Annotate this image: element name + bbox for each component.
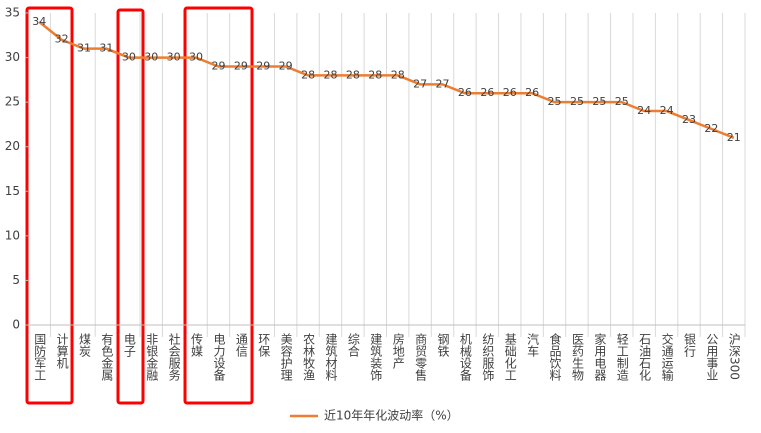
data-label: 26 (458, 86, 472, 99)
x-tick-label: 房地产 (391, 332, 405, 370)
x-tick-label: 计算机 (55, 333, 69, 369)
x-tick-label: 石油石化 (638, 333, 652, 382)
data-label: 25 (570, 95, 584, 108)
x-tick-label: 机械设备 (458, 333, 472, 382)
x-tick-label: 建筑装饰 (369, 333, 383, 381)
data-label: 29 (279, 59, 293, 72)
data-label: 32 (55, 33, 69, 46)
x-tick-label: 医药生物 (570, 333, 584, 381)
x-tick-label: 商贸零售 (414, 332, 428, 381)
data-label: 34 (32, 15, 46, 28)
data-label: 25 (592, 95, 606, 108)
x-tick-label: 社会服务 (167, 332, 181, 381)
data-label: 26 (525, 86, 539, 99)
x-tick-label: 有色金属 (100, 333, 114, 382)
data-label: 24 (637, 104, 651, 117)
data-label: 28 (323, 68, 337, 81)
x-tick-label: 食品饮料 (548, 332, 562, 381)
x-tick-label: 综合 (346, 333, 360, 357)
data-label: 25 (615, 95, 629, 108)
data-label: 22 (704, 122, 718, 135)
x-tick-label: 国防军工 (33, 333, 47, 381)
data-label: 27 (436, 77, 450, 90)
x-tick-label: 传媒 (190, 332, 204, 357)
x-tick-label: 家用电器 (593, 332, 607, 382)
data-label: 29 (234, 59, 248, 72)
data-label: 29 (256, 59, 270, 72)
y-tick-label: 30 (5, 50, 20, 64)
x-tick-label: 轻工制造 (615, 333, 629, 381)
x-tick-label: 农林牧渔 (302, 333, 316, 381)
x-tick-label: 纺织服饰 (481, 333, 495, 381)
data-label: 30 (122, 51, 136, 64)
data-label: 31 (99, 42, 113, 55)
x-tick-label: 银行 (682, 333, 696, 357)
y-tick-label: 20 (5, 139, 20, 153)
data-label: 28 (346, 68, 360, 81)
data-label: 27 (413, 77, 427, 90)
x-tick-label: 钢铁 (436, 333, 450, 357)
highlight-box (116, 8, 145, 405)
x-tick-label: 煤炭 (78, 333, 92, 358)
x-tick-label: 电子 (122, 333, 136, 357)
data-label: 28 (391, 68, 405, 81)
data-label: 30 (144, 51, 158, 64)
x-tick-label: 沪深300 (727, 333, 741, 380)
data-label: 26 (480, 86, 494, 99)
x-tick-label: 美容护理 (279, 333, 293, 381)
data-label: 26 (503, 86, 517, 99)
data-label: 23 (682, 113, 696, 126)
data-line (38, 20, 735, 139)
data-label: 21 (727, 131, 741, 144)
data-label: 30 (167, 51, 181, 64)
x-tick-label: 基础化工 (503, 333, 517, 381)
y-tick-label: 5 (12, 273, 20, 287)
x-tick-label: 交通运输 (660, 332, 674, 382)
x-tick-label: 汽车 (526, 332, 540, 358)
data-label: 28 (301, 68, 315, 81)
y-tick-label: 0 (12, 318, 20, 332)
legend-label: 近10年年化波动率（%） (324, 408, 459, 423)
x-tick-label: 公用事业 (705, 333, 719, 381)
y-tick-label: 15 (5, 184, 20, 198)
y-tick-label: 10 (5, 228, 20, 242)
highlight-box (183, 6, 254, 405)
data-label: 30 (189, 51, 203, 64)
x-tick-label: 环保 (257, 333, 271, 357)
data-label: 24 (660, 104, 674, 117)
data-label: 29 (211, 59, 225, 72)
x-tick-label: 通信 (234, 333, 248, 358)
y-tick-label: 25 (5, 95, 20, 109)
x-tick-label: 非银金融 (145, 333, 159, 382)
y-tick-label: 35 (5, 6, 20, 20)
data-label: 25 (548, 95, 562, 108)
x-tick-label: 建筑材料 (324, 333, 338, 381)
x-tick-label: 电力设备 (212, 333, 226, 382)
data-label: 28 (368, 68, 382, 81)
data-label: 31 (77, 42, 91, 55)
highlight-box (25, 6, 74, 405)
